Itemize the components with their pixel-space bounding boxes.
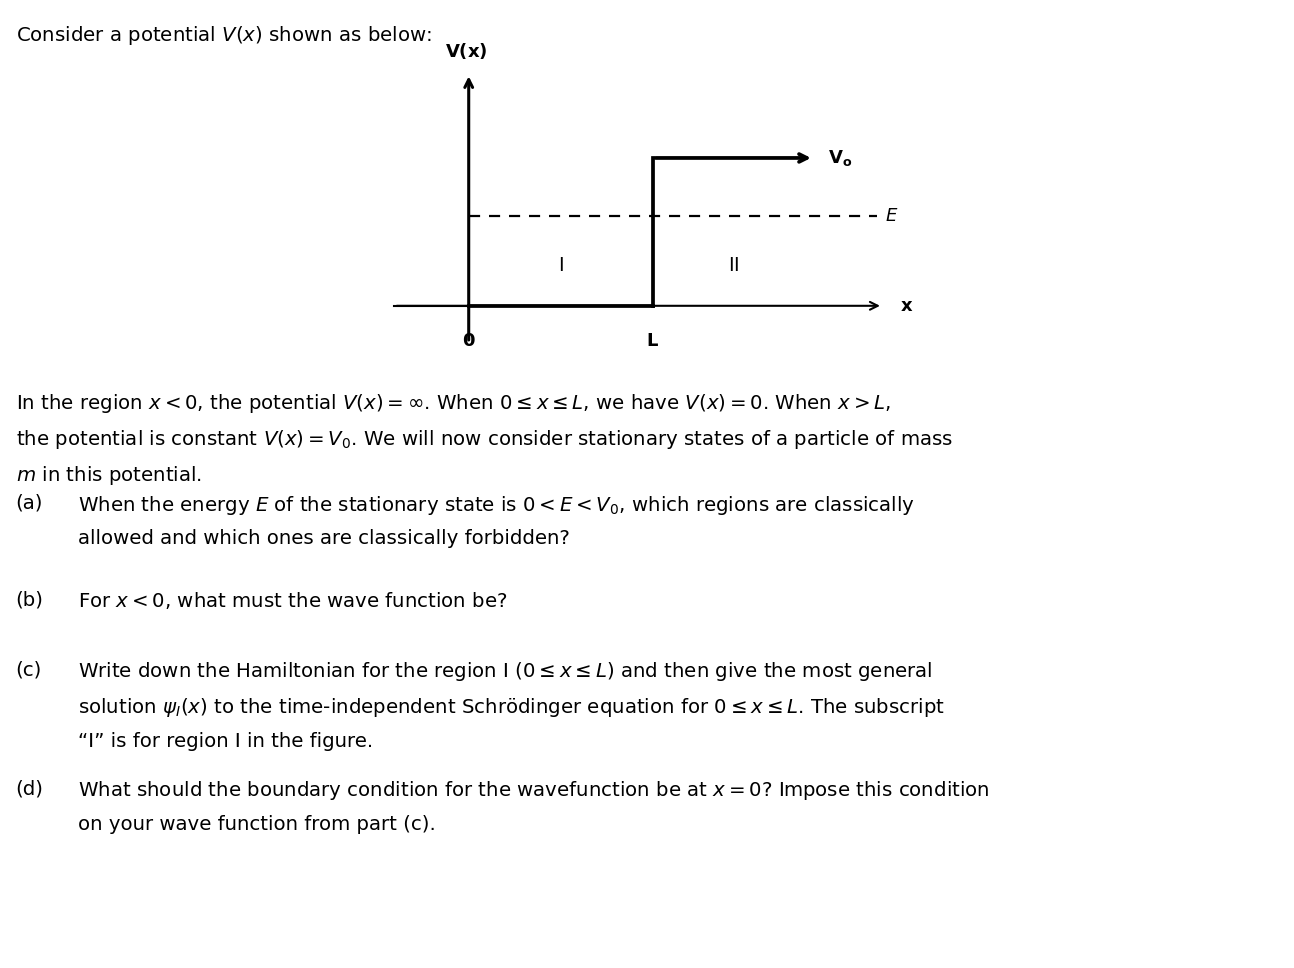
Text: Consider a potential $V(x)$ shown as below:: Consider a potential $V(x)$ shown as bel… (16, 24, 431, 47)
Text: the potential is constant $V(x) = V_0$. We will now consider stationary states o: the potential is constant $V(x) = V_0$. … (16, 428, 952, 451)
Text: For $x < 0$, what must the wave function be?: For $x < 0$, what must the wave function… (78, 590, 507, 612)
Text: solution $\psi_I(x)$ to the time-independent Schrödinger equation for $0 \leq x : solution $\psi_I(x)$ to the time-indepen… (78, 696, 945, 719)
Text: Write down the Hamiltonian for the region I $(0 \leq x \leq L)$ and then give th: Write down the Hamiltonian for the regio… (78, 660, 932, 683)
Text: $\mathbf{x}$: $\mathbf{x}$ (901, 297, 914, 315)
Text: $\mathbf{0}$: $\mathbf{0}$ (462, 332, 475, 350)
Text: (b): (b) (16, 590, 44, 610)
Text: $\mathbf{V(x)}$: $\mathbf{V(x)}$ (445, 41, 488, 61)
Text: on your wave function from part (c).: on your wave function from part (c). (78, 815, 435, 834)
Text: $m$ in this potential.: $m$ in this potential. (16, 464, 202, 487)
Text: $\mathbf{V_o}$: $\mathbf{V_o}$ (828, 148, 851, 168)
Text: (d): (d) (16, 779, 44, 799)
Text: (c): (c) (16, 660, 41, 680)
Text: allowed and which ones are classically forbidden?: allowed and which ones are classically f… (78, 529, 569, 549)
Text: $\mathrm{II}$: $\mathrm{II}$ (727, 257, 739, 275)
Text: What should the boundary condition for the wavefunction be at $x = 0$? Impose th: What should the boundary condition for t… (78, 779, 989, 802)
Text: “I” is for region I in the figure.: “I” is for region I in the figure. (78, 732, 373, 751)
Text: $\mathit{E}$: $\mathit{E}$ (885, 207, 898, 225)
Text: $\mathbf{L}$: $\mathbf{L}$ (646, 332, 659, 350)
Text: $\mathrm{I}$: $\mathrm{I}$ (558, 257, 564, 275)
Text: (a): (a) (16, 494, 43, 513)
Text: When the energy $E$ of the stationary state is $0 < E < V_0$, which regions are : When the energy $E$ of the stationary st… (78, 494, 915, 517)
Text: In the region $x < 0$, the potential $V(x) = \infty$. When $0 \leq x \leq L$, we: In the region $x < 0$, the potential $V(… (16, 392, 890, 415)
